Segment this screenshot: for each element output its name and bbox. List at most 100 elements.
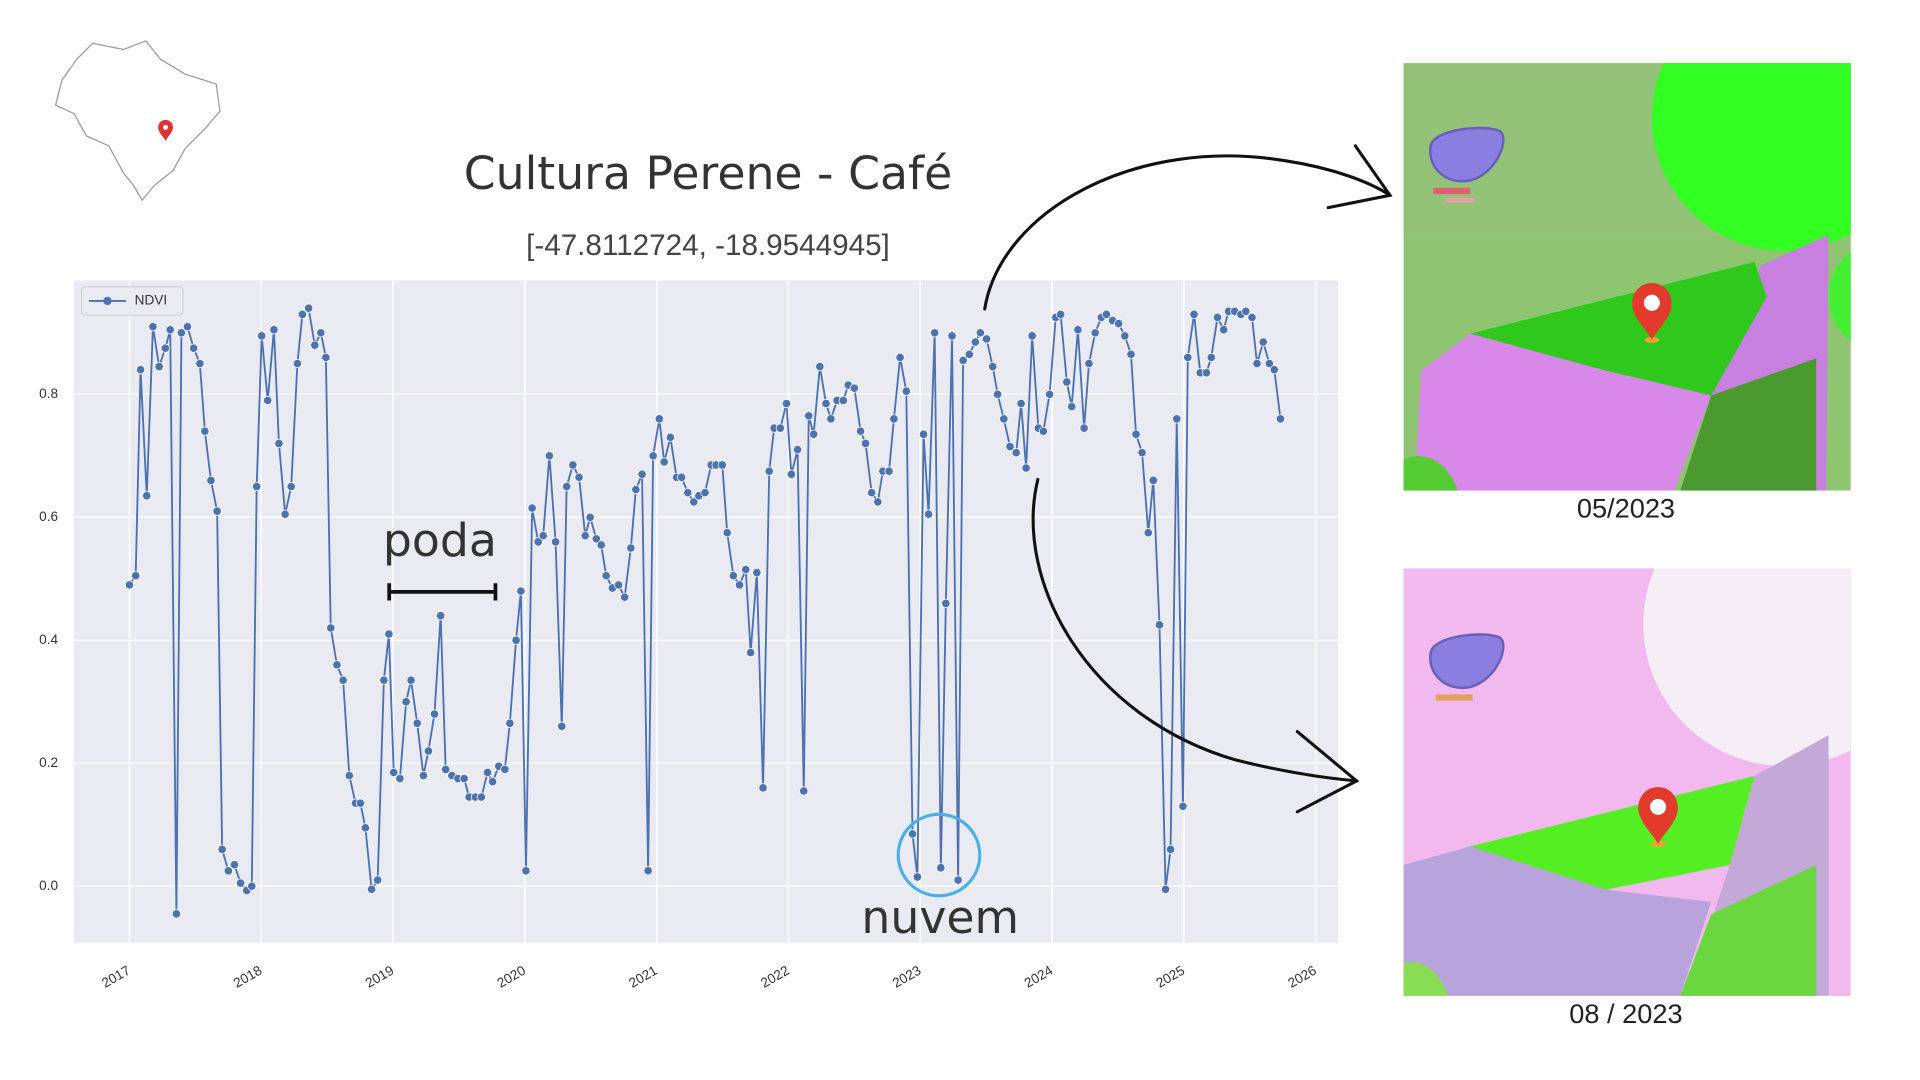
data-point <box>533 537 543 547</box>
data-point <box>367 884 377 894</box>
data-point <box>195 358 205 369</box>
data-point <box>792 445 803 455</box>
data-point <box>1120 331 1130 341</box>
data-point <box>360 823 370 833</box>
data-point <box>958 355 968 366</box>
data-point <box>236 878 246 888</box>
data-point <box>412 718 422 728</box>
data-point <box>677 472 687 482</box>
data-point <box>389 767 399 778</box>
data-point <box>700 488 710 498</box>
data-point <box>924 509 934 519</box>
data-point <box>562 481 572 492</box>
data-point <box>849 383 859 393</box>
data-point <box>557 721 567 731</box>
data-point <box>912 872 922 882</box>
data-point <box>631 485 641 495</box>
data-point <box>941 598 951 608</box>
x-tick-label: 2019 <box>363 963 397 991</box>
data-point <box>884 466 894 476</box>
data-point <box>1212 312 1223 323</box>
data-point <box>1044 389 1055 399</box>
data-point <box>988 362 998 372</box>
image-caption: 08 / 2023 <box>1569 998 1682 1029</box>
data-point <box>297 309 307 319</box>
data-point <box>1016 398 1026 409</box>
data-point <box>1264 358 1274 369</box>
data-point <box>1038 426 1048 436</box>
data-point <box>418 770 428 781</box>
data-point <box>889 414 899 424</box>
data-point <box>252 481 262 492</box>
data-point <box>637 469 647 479</box>
data-point <box>212 506 222 516</box>
data-point <box>206 475 216 485</box>
data-point <box>521 866 531 876</box>
data-point <box>809 429 819 439</box>
data-point <box>229 860 239 870</box>
data-point <box>459 774 469 784</box>
data-point <box>722 528 732 538</box>
x-tick-label: 2017 <box>99 963 133 991</box>
data-point <box>500 764 510 774</box>
data-point <box>338 675 348 685</box>
data-point <box>804 411 814 421</box>
satellite-image <box>1403 568 1851 996</box>
x-tick-label: 2023 <box>890 963 924 991</box>
data-point <box>124 580 135 590</box>
data-point <box>263 395 273 406</box>
data-point <box>626 543 636 553</box>
data-point <box>999 414 1009 424</box>
data-point <box>1027 331 1037 341</box>
data-point <box>1067 402 1077 412</box>
data-point <box>1137 448 1147 458</box>
data-point <box>355 798 365 808</box>
data-point <box>379 675 389 685</box>
x-tick-label: 2020 <box>495 962 529 990</box>
data-point <box>1005 441 1015 452</box>
data-point <box>947 331 957 341</box>
data-point <box>488 777 498 787</box>
data-point <box>786 469 796 479</box>
legend-frame <box>81 286 184 316</box>
data-point <box>601 571 611 581</box>
data-point <box>1258 337 1268 347</box>
data-point <box>648 451 658 461</box>
data-point <box>423 746 433 756</box>
data-point <box>1079 423 1089 433</box>
data-point <box>936 863 946 873</box>
data-point <box>326 623 336 633</box>
data-point <box>1172 414 1182 424</box>
data-point <box>1269 365 1279 375</box>
data-point <box>620 592 630 602</box>
data-point <box>310 340 320 350</box>
data-point <box>867 488 877 498</box>
x-tick-label: 2022 <box>758 963 792 991</box>
data-point <box>981 334 992 344</box>
image-caption: 05/2023 <box>1577 493 1675 524</box>
data-point <box>654 414 664 424</box>
x-tick-label: 2024 <box>1022 962 1056 990</box>
data-point <box>1160 884 1171 894</box>
data-point <box>735 580 745 590</box>
data-point <box>1247 312 1257 323</box>
data-point <box>1206 352 1216 362</box>
data-point <box>1201 368 1211 378</box>
data-point <box>165 325 175 335</box>
arrows <box>983 144 1393 814</box>
legend-marker <box>103 296 112 306</box>
data-point <box>142 491 152 501</box>
data-point <box>344 770 354 781</box>
x-tick-label: 2026 <box>1285 963 1319 991</box>
chart-subtitle: [-47.8112724, -18.9544945] <box>526 229 890 262</box>
data-point <box>873 497 883 507</box>
data-point <box>764 466 774 476</box>
data-point <box>1011 448 1021 458</box>
data-point <box>1101 309 1111 319</box>
y-tick-label: 0.0 <box>39 878 58 893</box>
data-point <box>643 866 653 876</box>
data-point <box>304 303 314 313</box>
data-point <box>182 322 193 332</box>
data-point <box>406 675 416 685</box>
